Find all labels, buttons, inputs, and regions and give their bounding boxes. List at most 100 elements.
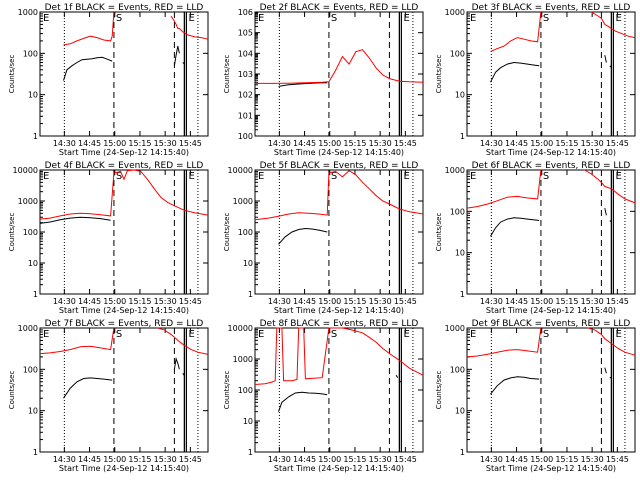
y-tick-label: 100 [23, 49, 38, 58]
y-axis-label: Counts/sec [8, 55, 16, 94]
x-tick-label: 14:45 [505, 455, 528, 464]
x-tick-label: 15:30 [154, 455, 177, 464]
interval-marker-label: E [43, 329, 49, 340]
x-tick-label: 14:30 [53, 139, 76, 148]
x-tick-label: 14:30 [268, 297, 291, 306]
lld-series-line [157, 327, 209, 355]
lld-series-line [63, 11, 115, 46]
interval-marker-label: E [403, 329, 409, 340]
x-tick-label: 14:30 [480, 455, 503, 464]
x-tick-label: 14:30 [53, 297, 76, 306]
interval-marker-label: E [188, 13, 194, 24]
x-tick-label: 14:45 [78, 297, 101, 306]
x-tick-label: 15:15 [555, 297, 578, 306]
interval-marker-label: E [615, 329, 621, 340]
panel-title: Det 9f BLACK = Events, RED = LLD [472, 319, 631, 329]
y-axis-label: Counts/sec [435, 213, 443, 252]
y-tick-label: 10 [455, 249, 465, 258]
panel-det-3: Det 3f BLACK = Events, RED = LLD Counts/s… [435, 3, 636, 157]
x-tick-label: 15:00 [318, 297, 341, 306]
interval-marker-label: S [116, 171, 122, 182]
y-tick-label: 100 [238, 132, 253, 141]
y-tick-label: 1 [33, 290, 38, 299]
events-series-line [490, 61, 540, 83]
x-axis-label: Start Time (24-Sep-12 14:15:40) [274, 306, 404, 315]
y-tick-label: 1 [33, 132, 38, 141]
y-tick-label: 10000 [228, 324, 253, 333]
interval-marker-label: S [331, 329, 337, 340]
x-tick-label: 15:00 [103, 455, 126, 464]
y-tick-label: 1 [460, 132, 465, 141]
panel-det-1: Det 1f BLACK = Events, RED = LLD Counts/s… [8, 3, 209, 157]
x-axis-label: Start Time (24-Sep-12 14:15:40) [486, 464, 616, 473]
interval-marker-label: E [615, 13, 621, 24]
plot-frame [39, 169, 209, 295]
interval-marker-label: E [615, 171, 621, 182]
interval-marker-label: S [331, 171, 337, 182]
x-tick-label: 15:45 [606, 139, 629, 148]
x-tick-label: 15:00 [103, 139, 126, 148]
x-tick-label: 14:30 [480, 139, 503, 148]
y-tick-label: 104 [238, 49, 253, 58]
x-tick-label: 14:30 [53, 455, 76, 464]
y-tick-label: 1000 [18, 324, 38, 333]
interval-marker-label: E [258, 171, 264, 182]
y-tick-label: 10 [28, 91, 38, 100]
events-series-line [604, 207, 607, 216]
x-tick-label: 15:15 [128, 297, 151, 306]
x-tick-label: 14:45 [505, 297, 528, 306]
events-series-line [63, 56, 113, 81]
y-tick-label: 10 [243, 417, 253, 426]
panel-title: Det 3f BLACK = Events, RED = LLD [472, 3, 631, 13]
y-tick-label: 1000 [445, 166, 465, 175]
y-tick-label: 100 [450, 49, 465, 58]
lld-series-line [254, 327, 424, 385]
y-tick-label: 10000 [228, 166, 253, 175]
x-tick-label: 15:00 [530, 455, 553, 464]
y-tick-label: 1 [248, 290, 253, 299]
events-series-line [173, 356, 180, 370]
lld-series-line [466, 327, 542, 358]
events-series-line [609, 376, 612, 379]
x-axis-label: Start Time (24-Sep-12 14:15:40) [486, 306, 616, 315]
plot-frame [254, 169, 424, 295]
panel-title: Det 1f BLACK = Events, RED = LLD [45, 3, 204, 13]
x-tick-label: 15:45 [179, 297, 202, 306]
events-series-line [182, 62, 185, 65]
panel-title: Det 4f BLACK = Events, RED = LLD [45, 161, 204, 171]
x-tick-label: 15:00 [530, 139, 553, 148]
x-tick-label: 15:45 [394, 139, 417, 148]
x-tick-label: 15:15 [343, 297, 366, 306]
x-tick-label: 15:15 [343, 455, 366, 464]
events-series-line [39, 216, 111, 224]
events-series-line [182, 373, 185, 376]
events-series-line [490, 376, 540, 395]
interval-marker-label: S [543, 13, 549, 24]
panel-det-8: Det 8f BLACK = Events, RED = LLD Counts/s… [223, 319, 424, 473]
x-tick-label: 15:30 [369, 455, 392, 464]
x-axis-label: Start Time (24-Sep-12 14:15:40) [59, 148, 189, 157]
y-tick-label: 10 [28, 407, 38, 416]
x-tick-label: 15:00 [318, 455, 341, 464]
panel-title: Det 6f BLACK = Events, RED = LLD [472, 161, 631, 171]
x-tick-label: 15:15 [555, 139, 578, 148]
events-series-line [395, 374, 399, 378]
x-axis-label: Start Time (24-Sep-12 14:15:40) [59, 306, 189, 315]
y-tick-label: 100 [23, 228, 38, 237]
panel-title: Det 8f BLACK = Events, RED = LLD [260, 319, 419, 329]
events-series-line [278, 82, 328, 87]
x-tick-label: 14:30 [268, 139, 291, 148]
interval-marker-label: E [258, 329, 264, 340]
lld-series-line [490, 11, 542, 53]
panel-det-2: Det 2f BLACK = Events, RED = LLD Counts/s… [223, 3, 424, 157]
events-series-line [604, 367, 607, 374]
y-tick-label: 1 [248, 448, 253, 457]
y-tick-label: 1 [460, 448, 465, 457]
y-axis-label: Counts/sec [223, 213, 231, 252]
events-series-line [278, 391, 328, 412]
plot-frame [466, 169, 636, 295]
x-tick-label: 15:45 [394, 455, 417, 464]
x-axis-label: Start Time (24-Sep-12 14:15:40) [274, 464, 404, 473]
events-series-line [278, 227, 328, 245]
